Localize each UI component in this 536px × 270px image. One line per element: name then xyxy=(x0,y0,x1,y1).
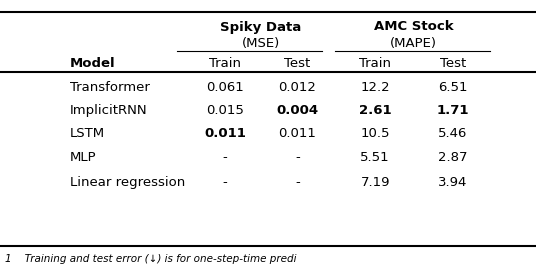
Text: Test: Test xyxy=(285,57,310,70)
Text: MLP: MLP xyxy=(70,151,96,164)
Text: 2.61: 2.61 xyxy=(359,104,391,117)
Text: -: - xyxy=(223,176,227,189)
Text: Spiky Data: Spiky Data xyxy=(220,21,302,33)
Text: 0.004: 0.004 xyxy=(277,104,318,117)
Text: 0.011: 0.011 xyxy=(279,127,316,140)
Text: -: - xyxy=(223,151,227,164)
Text: -: - xyxy=(295,151,300,164)
Text: 7.19: 7.19 xyxy=(360,176,390,189)
Text: Transformer: Transformer xyxy=(70,81,150,94)
Text: 12.2: 12.2 xyxy=(360,81,390,94)
Text: 0.015: 0.015 xyxy=(206,104,244,117)
Text: Test: Test xyxy=(440,57,466,70)
Text: LSTM: LSTM xyxy=(70,127,105,140)
Text: Linear regression: Linear regression xyxy=(70,176,185,189)
Text: AMC Stock: AMC Stock xyxy=(374,21,453,33)
Text: 0.061: 0.061 xyxy=(206,81,244,94)
Text: 5.51: 5.51 xyxy=(360,151,390,164)
Text: 1.71: 1.71 xyxy=(437,104,469,117)
Text: 0.011: 0.011 xyxy=(204,127,246,140)
Text: (MAPE): (MAPE) xyxy=(390,37,437,50)
Text: 10.5: 10.5 xyxy=(360,127,390,140)
Text: 6.51: 6.51 xyxy=(438,81,468,94)
Text: 1    Training and test error (↓) is for one-step-time predi: 1 Training and test error (↓) is for one… xyxy=(5,254,297,264)
Text: 0.012: 0.012 xyxy=(279,81,316,94)
Text: ImplicitRNN: ImplicitRNN xyxy=(70,104,147,117)
Text: 5.46: 5.46 xyxy=(438,127,467,140)
Text: Train: Train xyxy=(359,57,391,70)
Text: Model: Model xyxy=(70,57,115,70)
Text: Train: Train xyxy=(209,57,241,70)
Text: (MSE): (MSE) xyxy=(242,37,280,50)
Text: 2.87: 2.87 xyxy=(438,151,468,164)
Text: -: - xyxy=(295,176,300,189)
Text: 3.94: 3.94 xyxy=(438,176,467,189)
